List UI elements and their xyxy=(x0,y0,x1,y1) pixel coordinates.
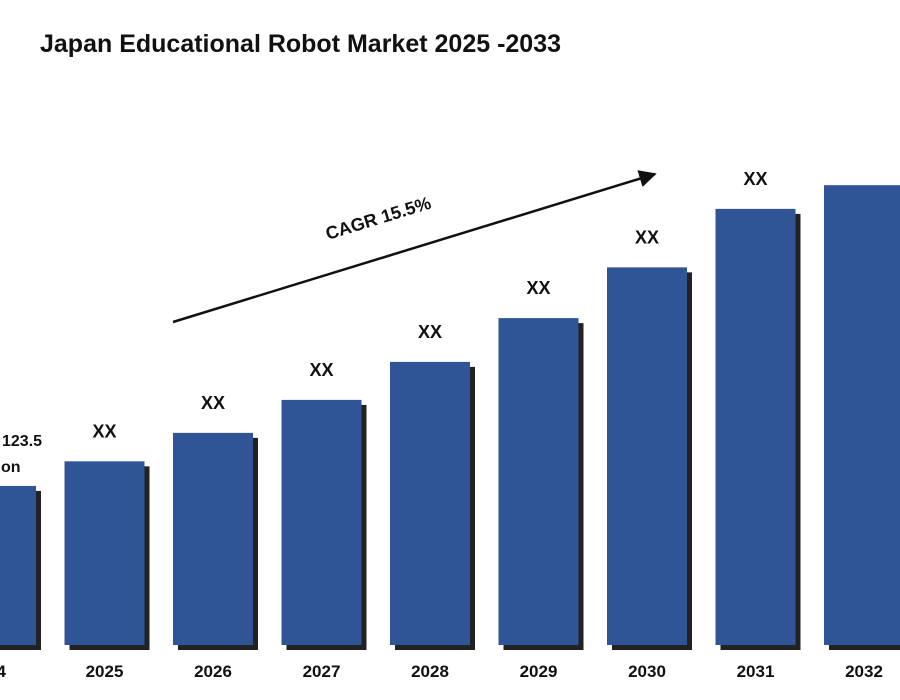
bar xyxy=(64,461,145,645)
x-tick-label: 2027 xyxy=(303,662,341,681)
chart-title: Japan Educational Robot Market 2025 -203… xyxy=(40,30,561,58)
bar xyxy=(824,185,900,645)
x-tick-label: 2028 xyxy=(411,662,449,681)
x-tick-label: 4 xyxy=(0,662,7,681)
bar xyxy=(390,361,470,645)
x-tick-label: 2026 xyxy=(194,662,232,681)
value-label: XX xyxy=(635,227,659,247)
value-label: XX xyxy=(309,360,333,380)
bar xyxy=(173,432,253,645)
x-tick-label: 2031 xyxy=(737,662,775,681)
x-tick-label: 2025 xyxy=(86,662,124,681)
x-tick-label: 2029 xyxy=(520,662,558,681)
cagr-annotation: CAGR 15.5% xyxy=(323,193,433,244)
x-tick-label: 2032 xyxy=(845,662,883,681)
value-label-unit: on xyxy=(1,459,21,476)
bar xyxy=(607,267,687,645)
value-label: XX xyxy=(92,421,116,441)
bar xyxy=(498,318,579,645)
value-label: 123.5 xyxy=(2,433,42,450)
x-tick-label: 2030 xyxy=(628,662,666,681)
value-label: XX xyxy=(418,322,442,342)
value-label: XX xyxy=(201,393,225,413)
trend-arrow xyxy=(172,170,657,324)
bar xyxy=(0,485,36,645)
bar xyxy=(715,208,796,646)
bar xyxy=(281,399,362,645)
value-label: XX xyxy=(743,169,767,189)
value-label: XX xyxy=(526,278,550,298)
